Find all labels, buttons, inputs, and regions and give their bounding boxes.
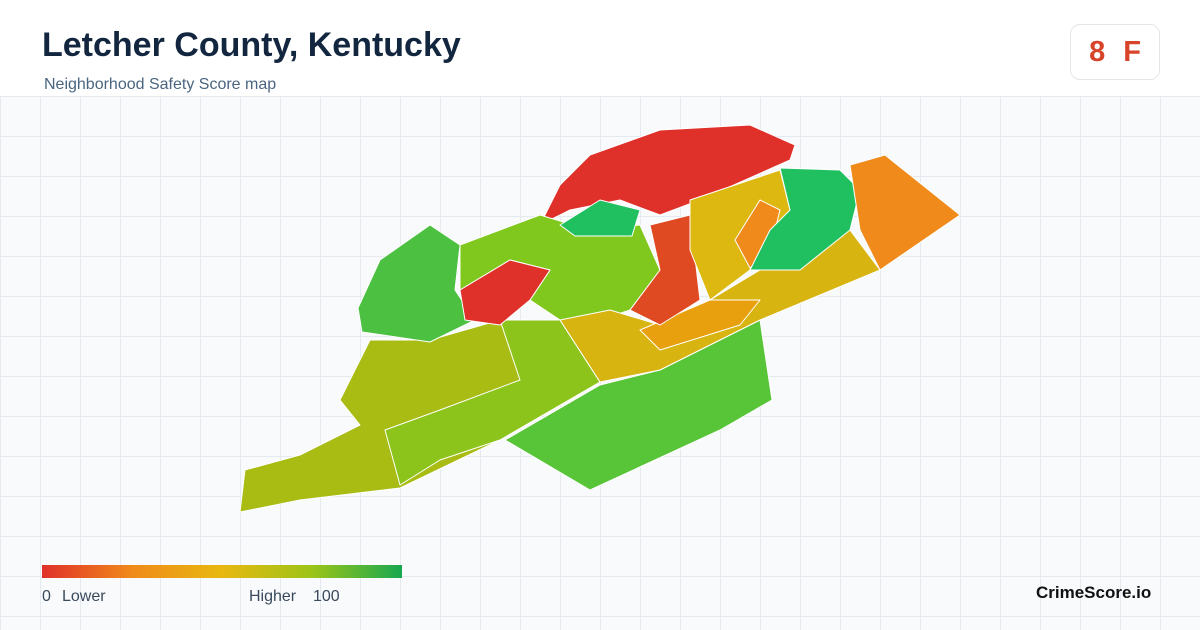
legend-min: 0 <box>42 588 51 605</box>
legend-max: 100 <box>313 588 340 605</box>
title: Letcher County, Kentucky <box>42 26 461 64</box>
legend-min-label: Lower <box>62 588 106 605</box>
brand: CrimeScore.io <box>1036 583 1152 602</box>
region <box>559 199 641 237</box>
region <box>749 167 861 271</box>
region <box>639 299 761 351</box>
region <box>504 319 773 491</box>
region <box>459 259 551 326</box>
score-grade: F <box>1123 35 1141 68</box>
score-badge: 8 F <box>1070 24 1160 80</box>
region <box>539 124 796 226</box>
legend-max-label: Higher <box>249 588 297 605</box>
region <box>239 319 601 513</box>
legend-gradient <box>42 565 402 578</box>
region <box>849 154 961 271</box>
subtitle: Neighborhood Safety Score map <box>44 76 277 93</box>
region <box>357 224 476 343</box>
score-value: 8 <box>1089 35 1106 68</box>
header <box>0 0 1200 96</box>
